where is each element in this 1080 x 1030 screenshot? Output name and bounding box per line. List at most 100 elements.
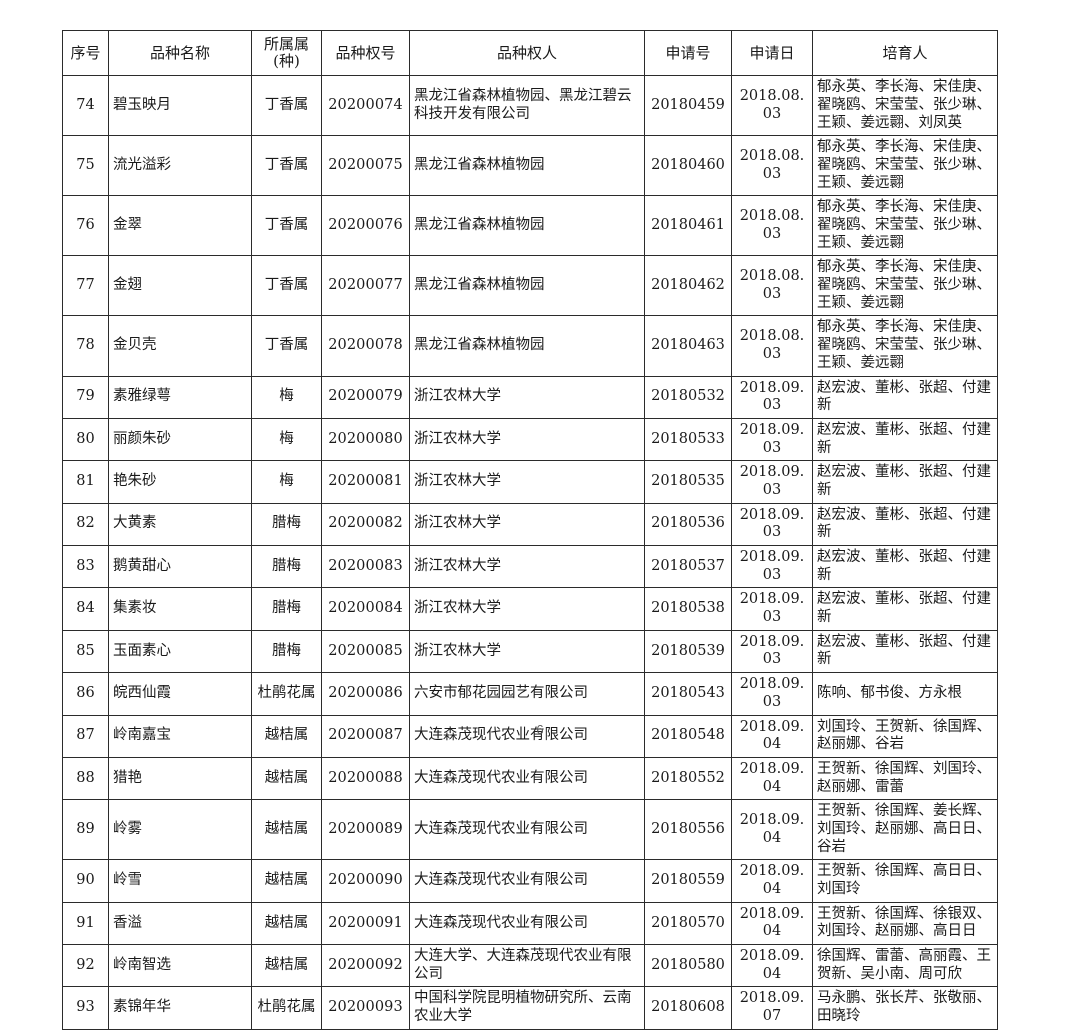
- cell-variety-name: 艳朱砂: [108, 460, 252, 504]
- cell-application-date: 2018.09.03: [731, 544, 813, 589]
- cell-rights-holder: 浙江农林大学: [409, 375, 645, 419]
- cell-genus: 梅: [251, 460, 322, 504]
- column-header-genus-line2: (种): [273, 52, 300, 71]
- table-row: 87 岭南嘉宝 越桔属 20200087 大连森茂现代农业有限公司 20180548 201…: [62, 714, 998, 758]
- cell-application-number: 20180537: [644, 544, 732, 589]
- cell-breeder: 马永鹏、张长芹、张敬丽、田晓玲: [812, 986, 998, 1030]
- cell-index: 78: [62, 315, 109, 377]
- cell-genus: 越桔属: [251, 799, 322, 861]
- cell-application-number: 20180559: [644, 859, 732, 903]
- table-header-row: 序号 品种名称 所属属 (种) 品种权号 品种权人 申请号 申请日 培育人: [62, 29, 998, 77]
- cell-application-number: 20180463: [644, 315, 732, 377]
- cell-genus: 丁香属: [251, 135, 322, 197]
- cell-variety-name: 金翅: [108, 255, 252, 317]
- cell-rights-holder: 黑龙江省森林植物园: [409, 315, 645, 377]
- table-row: 79 素雅绿萼梅 20200079 浙江农林大学 20180532 2018.09.03 赵…: [62, 375, 998, 419]
- cell-breeder: 郁永英、李长海、宋佳庚、翟晓鸥、宋莹莹、张少琳、王颖、姜远翾: [812, 135, 998, 197]
- cell-variety-right-number: 20200082: [321, 502, 410, 547]
- cell-application-number: 20180556: [644, 799, 732, 861]
- cell-variety-right-number: 20200090: [321, 859, 410, 903]
- cell-rights-holder: 大连森茂现代农业有限公司: [409, 859, 645, 903]
- cell-breeder: 赵宏波、董彬、张超、付建新: [812, 502, 998, 547]
- cell-index: 81: [62, 460, 109, 504]
- cell-index: 86: [62, 672, 109, 716]
- cell-variety-right-number: 20200080: [321, 417, 410, 462]
- cell-rights-holder: 浙江农林大学: [409, 417, 645, 462]
- cell-application-number: 20180536: [644, 502, 732, 547]
- cell-breeder: 赵宏波、董彬、张超、付建新: [812, 375, 998, 419]
- cell-application-number: 20180462: [644, 255, 732, 317]
- cell-breeder: 郁永英、李长海、宋佳庚、翟晓鸥、宋莹莹、张少琳、王颖、姜远翾: [812, 255, 998, 317]
- cell-application-date: 2018.09.04: [731, 944, 813, 988]
- column-header-index: 序号: [62, 29, 109, 77]
- cell-breeder: 陈响、郁书俊、方永根: [812, 672, 998, 716]
- cell-genus: 梅: [251, 417, 322, 462]
- cell-variety-right-number: 20200085: [321, 629, 410, 674]
- cell-application-date: 2018.09.03: [731, 587, 813, 631]
- column-header-genus: 所属属 (种): [251, 29, 322, 77]
- cell-index: 77: [62, 255, 109, 317]
- cell-index: 93: [62, 986, 109, 1030]
- cell-variety-right-number: 20200078: [321, 315, 410, 377]
- cell-index: 79: [62, 375, 109, 419]
- cell-variety-right-number: 20200092: [321, 944, 410, 988]
- table-row: 86 皖西仙霞 杜鹃花属 20200086 六安市郁花园园艺有限公司 20180543 20…: [62, 672, 998, 716]
- cell-genus: 腊梅: [251, 587, 322, 631]
- cell-application-number: 20180539: [644, 629, 732, 674]
- cell-index: 91: [62, 901, 109, 946]
- table-row: 81 艳朱砂梅 20200081 浙江农林大学 20180535 2018.09.03 赵宏…: [62, 460, 998, 504]
- cell-rights-holder: 浙江农林大学: [409, 502, 645, 547]
- cell-variety-right-number: 20200093: [321, 986, 410, 1030]
- table-body: 74 碧玉映月 丁香属 20200074 黑龙江省森林植物园、黑龙江碧云科技开发有限公司…: [62, 75, 998, 1030]
- cell-variety-right-number: 20200086: [321, 672, 410, 716]
- cell-variety-right-number: 20200083: [321, 544, 410, 589]
- cell-breeder: 王贺新、徐国辉、姜长辉、刘国玲、赵丽娜、高日日、谷岩: [812, 799, 998, 861]
- cell-application-date: 2018.08.03: [731, 195, 813, 257]
- cell-application-date: 2018.08.03: [731, 135, 813, 197]
- cell-variety-right-number: 20200077: [321, 255, 410, 317]
- cell-rights-holder: 浙江农林大学: [409, 629, 645, 674]
- table-row: 76 金翠 丁香属 20200076 黑龙江省森林植物园 20180461 2018.08.…: [62, 195, 998, 257]
- table-row: 75 流光溢彩 丁香属 20200075 黑龙江省森林植物园 20180460 2018.0…: [62, 135, 998, 197]
- cell-index: 74: [62, 75, 109, 137]
- cell-variety-name: 集素妆: [108, 587, 252, 631]
- cell-rights-holder: 黑龙江省森林植物园、黑龙江碧云科技开发有限公司: [409, 75, 645, 137]
- cell-breeder: 徐国辉、雷蕾、高丽霞、王贺新、吴小南、周可欣: [812, 944, 998, 988]
- table-row: 74 碧玉映月 丁香属 20200074 黑龙江省森林植物园、黑龙江碧云科技开发有限公司…: [62, 75, 998, 137]
- cell-application-date: 2018.09.07: [731, 986, 813, 1030]
- cell-variety-name: 流光溢彩: [108, 135, 252, 197]
- cell-genus: 腊梅: [251, 502, 322, 547]
- cell-genus: 越桔属: [251, 901, 322, 946]
- cell-variety-name: 香溢: [108, 901, 252, 946]
- cell-application-number: 20180532: [644, 375, 732, 419]
- table-row: 83 鹅黄甜心 腊梅 20200083 浙江农林大学 20180537 2018.09.03…: [62, 544, 998, 589]
- cell-variety-name: 皖西仙霞: [108, 672, 252, 716]
- cell-variety-right-number: 20200089: [321, 799, 410, 861]
- cell-rights-holder: 大连森茂现代农业有限公司: [409, 901, 645, 946]
- cell-variety-right-number: 20200084: [321, 587, 410, 631]
- cell-application-date: 2018.08.03: [731, 75, 813, 137]
- cell-variety-right-number: 20200091: [321, 901, 410, 946]
- cell-rights-holder: 浙江农林大学: [409, 587, 645, 631]
- cell-variety-right-number: 20200079: [321, 375, 410, 419]
- column-header-genus-line1: 所属属: [263, 35, 309, 53]
- cell-genus: 杜鹃花属: [251, 986, 322, 1030]
- cell-application-number: 20180570: [644, 901, 732, 946]
- column-header-variety-right-number: 品种权号: [321, 29, 410, 77]
- cell-application-number: 20180543: [644, 672, 732, 716]
- column-header-application-number: 申请号: [644, 29, 732, 77]
- cell-variety-right-number: 20200087: [321, 714, 410, 758]
- table-row: 82 大黄素 腊梅 20200082 浙江农林大学 20180536 2018.09.03 赵…: [62, 502, 998, 547]
- cell-application-number: 20180535: [644, 460, 732, 504]
- cell-variety-name: 碧玉映月: [108, 75, 252, 137]
- cell-breeder: 刘国玲、王贺新、徐国辉、赵丽娜、谷岩: [812, 714, 998, 758]
- cell-variety-name: 素锦年华: [108, 986, 252, 1030]
- table-row: 77 金翅 丁香属 20200077 黑龙江省森林植物园 20180462 2018.08.…: [62, 255, 998, 317]
- cell-application-date: 2018.08.03: [731, 315, 813, 377]
- cell-breeder: 王贺新、徐国辉、徐银双、刘国玲、赵丽娜、高日日: [812, 901, 998, 946]
- cell-genus: 丁香属: [251, 255, 322, 317]
- table-row: 80 丽颜朱砂梅 20200080 浙江农林大学 20180533 2018.09.03 赵…: [62, 417, 998, 462]
- cell-variety-name: 岭南智选: [108, 944, 252, 988]
- cell-application-number: 20180459: [644, 75, 732, 137]
- cell-application-date: 2018.09.03: [731, 460, 813, 504]
